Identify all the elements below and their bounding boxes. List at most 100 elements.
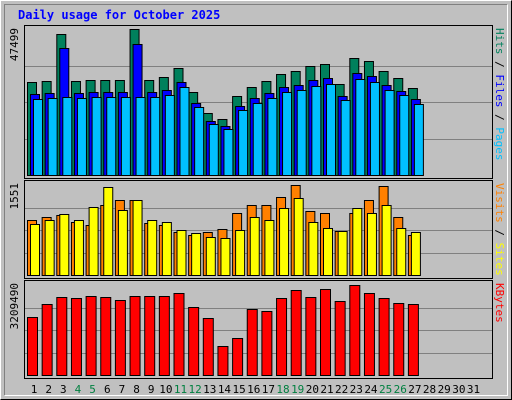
bar: [205, 237, 216, 276]
bar: [396, 228, 407, 276]
legend-separator: /: [493, 55, 506, 75]
bar: [208, 124, 219, 176]
bar: [305, 297, 317, 376]
bar: [164, 95, 175, 176]
bar: [176, 230, 187, 276]
bar: [355, 79, 366, 176]
x-tick-label: 6: [104, 383, 111, 396]
bar: [337, 231, 348, 276]
bar: [56, 297, 68, 376]
bar: [352, 208, 363, 276]
x-tick-label: 27: [408, 383, 421, 396]
frame-inner: [4, 4, 508, 396]
legend-entry: Pages: [493, 127, 506, 160]
bar: [191, 233, 202, 276]
bar: [132, 200, 143, 276]
bar: [413, 104, 424, 176]
x-tick-label: 3: [60, 383, 67, 396]
bar: [91, 97, 102, 176]
bar: [129, 296, 141, 376]
frame-inner: [4, 4, 508, 396]
x-tick-label: 13: [203, 383, 216, 396]
legend-separator: /: [493, 108, 506, 128]
y-max-label: 3209490: [8, 283, 21, 329]
bar: [267, 98, 278, 176]
bar: [252, 103, 263, 176]
bar: [378, 298, 390, 376]
bar: [279, 208, 290, 276]
bar: [179, 87, 190, 176]
x-tick-label: 26: [394, 383, 407, 396]
bar: [27, 317, 38, 376]
bar: [235, 230, 246, 276]
x-tick-label: 16: [247, 383, 260, 396]
bar: [120, 97, 131, 176]
x-tick-label: 28: [423, 383, 436, 396]
bar: [73, 220, 84, 276]
bar: [47, 98, 58, 176]
chart-title: Daily usage for October 2025: [18, 8, 220, 22]
x-tick-label: 25: [379, 383, 392, 396]
x-tick-label: 18: [276, 383, 289, 396]
x-tick-label: 14: [218, 383, 232, 396]
x-tick-label: 29: [438, 383, 451, 396]
x-tick-label: 4: [75, 383, 82, 396]
bar: [308, 222, 319, 276]
bar: [369, 82, 380, 176]
bar: [326, 84, 336, 176]
x-tick-label: 24: [364, 383, 378, 396]
bar: [264, 220, 275, 276]
bar: [249, 217, 260, 276]
bar: [290, 290, 302, 376]
x-tick-label: 7: [119, 383, 126, 396]
x-tick-label: 5: [89, 383, 96, 396]
y-max-label: 47499: [8, 28, 21, 61]
x-tick-label: 8: [133, 383, 140, 396]
legend-entry: Hits: [493, 28, 506, 55]
bar: [320, 289, 331, 376]
legend-entry: Sites: [493, 243, 506, 276]
x-tick-label: 2: [45, 383, 52, 396]
bar: [366, 213, 377, 276]
bar: [296, 90, 307, 176]
bar: [88, 207, 99, 276]
bar: [70, 298, 82, 376]
bar: [238, 110, 249, 176]
bar: [100, 297, 112, 376]
x-tick-label: 22: [335, 383, 348, 396]
x-tick-label: 9: [148, 383, 155, 396]
x-tick-label: 10: [159, 383, 172, 396]
bar: [44, 220, 55, 276]
y-max-label: 1551: [8, 183, 21, 210]
bar: [223, 129, 234, 176]
x-tick-label: 1: [31, 383, 38, 396]
legend: KBytes: [493, 283, 506, 323]
bar: [114, 300, 126, 376]
bar: [340, 100, 351, 176]
bar: [150, 97, 161, 176]
x-tick-label: 19: [291, 383, 304, 396]
bar: [410, 232, 421, 276]
bar: [217, 346, 229, 376]
legend-entry: KBytes: [493, 283, 506, 323]
bar: [106, 97, 117, 176]
x-tick-label: 17: [262, 383, 275, 396]
bar: [161, 222, 172, 276]
x-tick-label: 12: [189, 383, 202, 396]
x-tick-label: 11: [174, 383, 187, 396]
bar: [407, 304, 419, 376]
bar: [194, 107, 205, 176]
bar: [232, 338, 244, 376]
bar: [282, 92, 293, 176]
bar: [158, 296, 170, 376]
bar: [188, 307, 200, 376]
x-tick-label: 15: [232, 383, 245, 396]
bar: [349, 285, 361, 376]
bar: [41, 304, 53, 376]
bar: [144, 296, 156, 376]
x-tick-label: 30: [452, 383, 465, 396]
legend: Hits / Files / Pages: [493, 28, 506, 161]
bar: [173, 293, 185, 376]
